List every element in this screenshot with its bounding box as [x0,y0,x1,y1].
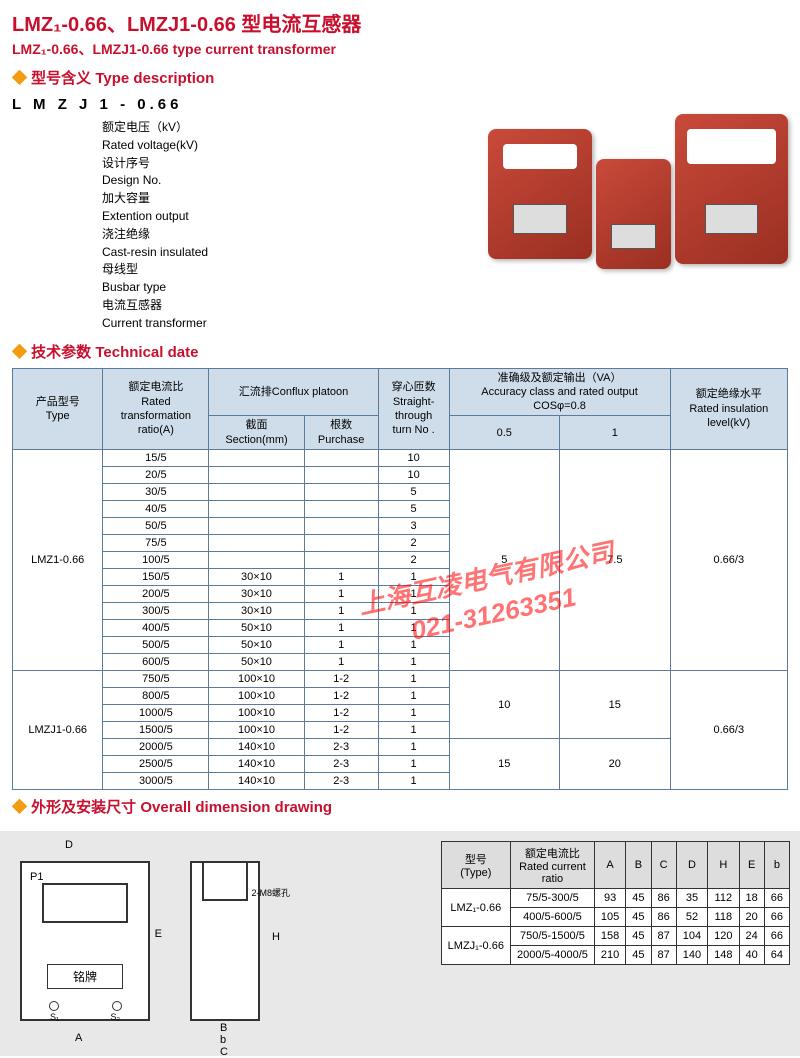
table-row: LMZJ₁-0.66750/5-1500/515845871041202466 [441,927,789,946]
type-def-line: 加大容量 [102,190,476,207]
drawing-side: 2-M8螺孔 H B b C [180,841,290,1046]
section-tech: 技术参数 Technical date [12,341,788,362]
title-en: LMZ₁-0.66、LMZJ1-0.66 type current transf… [12,39,788,59]
th-turn: 穿心匝数Straight-throughturn No . [378,368,449,449]
label-A: A [75,1032,82,1044]
dth-E: E [739,842,764,889]
section-dims: 外形及安装尺寸 Overall dimension drawing [12,796,788,817]
th-accuracy: 准确级及额定输出（VA）Accuracy class and rated out… [449,368,670,416]
type-def-line: Extention output [102,208,476,225]
dth-ratio: 额定电流比Rated currentratio [510,842,594,889]
th-acc1: 1 [560,416,671,450]
type-definitions: 额定电压（kV）Rated voltage(kV)设计序号Design No.加… [102,119,476,332]
dth-type: 型号(Type) [441,842,510,889]
dth-A: A [594,842,625,889]
th-insul: 额定绝缘水平Rated insulationlevel(kV) [670,368,787,449]
table-row: LMZJ1-0.66750/5100×101-2110150.66/3 [13,671,788,688]
label-s2: S₂ [111,1012,121,1022]
dth-b: b [764,842,789,889]
label-s1: S₁ [50,1012,59,1022]
th-section: 截面Section(mm) [209,416,304,450]
nameplate: 铭牌 [47,964,123,989]
label-E: E [155,928,162,940]
type-def-line: Current transformer [102,315,476,332]
type-description-block: L M Z J 1 - 0.66 额定电压（kV）Rated voltage(k… [12,94,476,333]
dth-H: H [708,842,739,889]
table-row: LMZ₁-0.6675/5-300/5934586351121866 [441,889,789,908]
type-def-line: 浇注绝缘 [102,226,476,243]
technical-table: 产品型号Type 额定电流比Ratedtransformationratio(A… [12,368,788,790]
type-def-line: 设计序号 [102,155,476,172]
dimension-section: D P1 E 铭牌 S₁ S₂ A 2-M8螺孔 H B b C [0,831,800,1056]
dth-B: B [626,842,651,889]
dimensions-table: 型号(Type) 额定电流比Rated currentratio A B C D… [441,841,790,965]
th-type: 产品型号Type [13,368,103,449]
label-P1: P1 [30,871,43,883]
label-holes: 2-M8螺孔 [251,886,290,899]
type-def-line: Cast-resin insulated [102,244,476,261]
product-photo [488,94,788,294]
type-def-line: 母线型 [102,261,476,278]
type-def-line: Busbar type [102,279,476,296]
label-H: H [272,931,280,943]
type-def-line: 额定电压（kV） [102,119,476,136]
th-purchase: 根数Purchase [304,416,378,450]
dth-D: D [676,842,707,889]
drawing-front: D P1 E 铭牌 S₁ S₂ A [10,841,160,1046]
type-def-line: 电流互感器 [102,297,476,314]
label-D: D [65,839,73,851]
label-b: b [220,1034,226,1046]
section-typedesc: 型号含义 Type description [12,67,788,88]
table-row: LMZ1-0.6615/51057.50.66/3 [13,450,788,467]
type-def-line: Design No. [102,172,476,189]
type-code: L M Z J 1 - 0.66 [12,94,476,115]
th-conflux: 汇流排Conflux platoon [209,368,378,416]
label-B: B [220,1022,227,1034]
th-acc05: 0.5 [449,416,560,450]
dth-C: C [651,842,676,889]
th-ratio: 额定电流比Ratedtransformationratio(A) [103,368,209,449]
title-zh: LMZ₁-0.66、LMZJ1-0.66 型电流互感器 [12,8,788,37]
label-C: C [220,1046,228,1058]
type-def-line: Rated voltage(kV) [102,137,476,154]
